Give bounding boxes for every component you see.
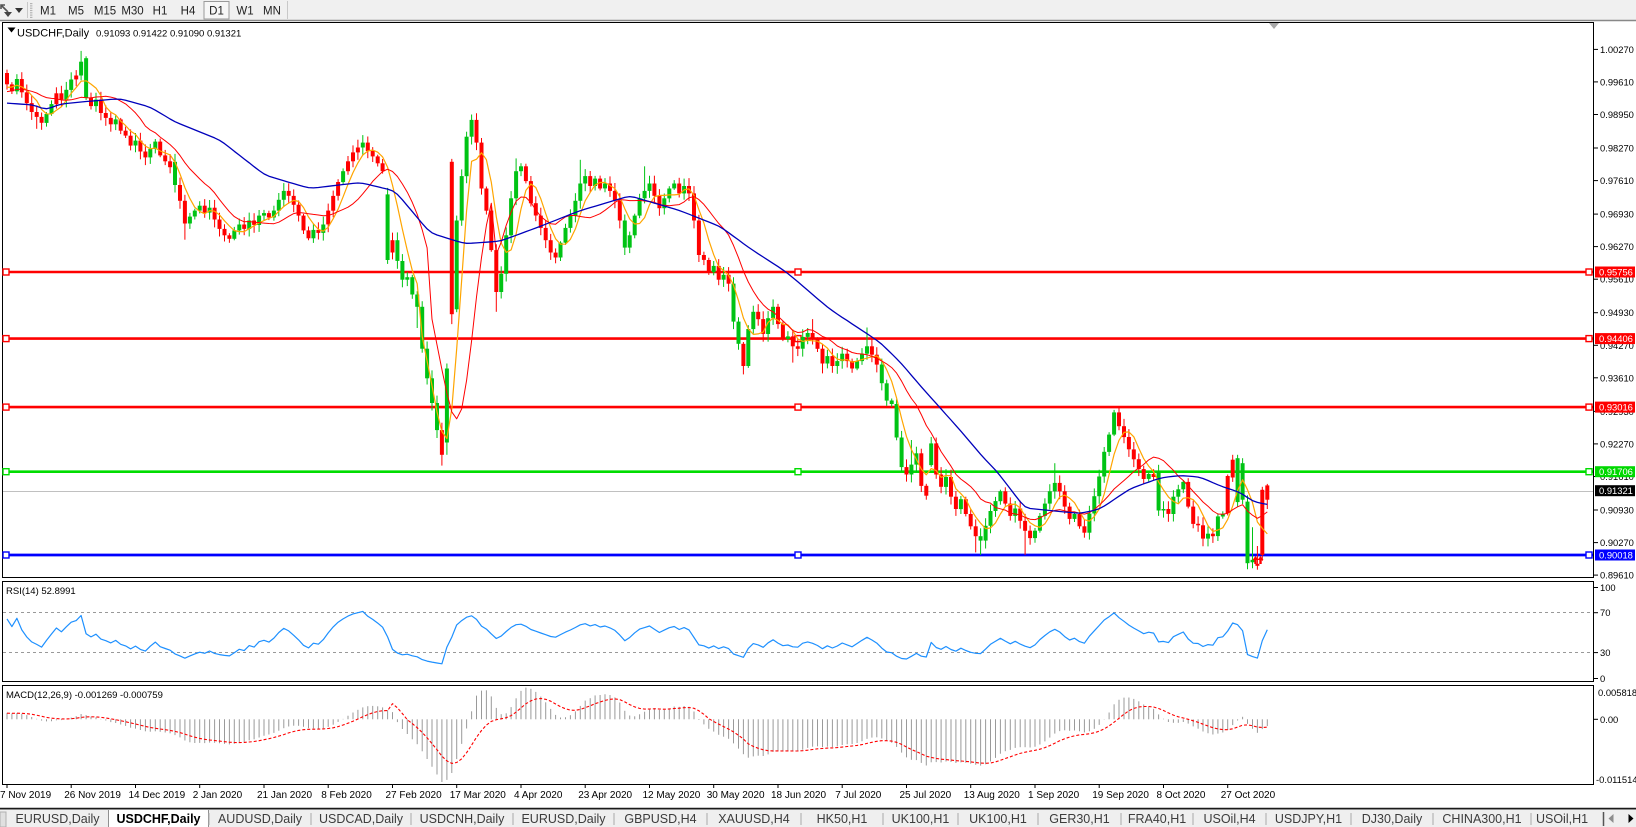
svg-text:FRA40,H1: FRA40,H1 — [1128, 812, 1186, 826]
svg-text:12 May 2020: 12 May 2020 — [643, 790, 701, 801]
svg-text:0.90270: 0.90270 — [1600, 537, 1634, 548]
svg-text:0.94406: 0.94406 — [1599, 333, 1633, 344]
svg-text:27 Oct 2020: 27 Oct 2020 — [1221, 790, 1276, 801]
svg-text:8 Feb 2020: 8 Feb 2020 — [321, 790, 372, 801]
svg-text:21 Jan 2020: 21 Jan 2020 — [257, 790, 312, 801]
svg-text:MACD(12,26,9) -0.001269 -0.000: MACD(12,26,9) -0.001269 -0.000759 — [6, 690, 163, 701]
svg-text:EURUSD,Daily: EURUSD,Daily — [521, 812, 606, 826]
svg-text:UK100,H1: UK100,H1 — [892, 812, 950, 826]
svg-text:0.94930: 0.94930 — [1600, 307, 1634, 318]
svg-text:1.00270: 1.00270 — [1600, 44, 1634, 55]
svg-text:0.94270: 0.94270 — [1600, 340, 1634, 351]
svg-text:17 Mar 2020: 17 Mar 2020 — [450, 790, 507, 801]
svg-text:0.96930: 0.96930 — [1600, 209, 1634, 220]
svg-text:0.93016: 0.93016 — [1599, 402, 1633, 413]
svg-text:USDJPY,H1: USDJPY,H1 — [1275, 812, 1342, 826]
svg-text:100: 100 — [1600, 582, 1616, 593]
svg-text:7 Jul 2020: 7 Jul 2020 — [835, 790, 882, 801]
svg-text:0.005818: 0.005818 — [1598, 687, 1636, 698]
svg-text:27 Feb 2020: 27 Feb 2020 — [386, 790, 443, 801]
svg-text:M15: M15 — [94, 6, 116, 18]
svg-text:D1: D1 — [209, 6, 224, 18]
svg-text:-0.011514: -0.011514 — [1596, 774, 1636, 785]
svg-text:23 Apr 2020: 23 Apr 2020 — [578, 790, 632, 801]
svg-text:MN: MN — [263, 6, 281, 18]
svg-text:0.91321: 0.91321 — [1599, 485, 1633, 496]
svg-text:DJ30,Daily: DJ30,Daily — [1362, 812, 1423, 826]
svg-text:26 Nov 2019: 26 Nov 2019 — [64, 790, 121, 801]
svg-text:0.98950: 0.98950 — [1600, 109, 1634, 120]
svg-text:18 Jun 2020: 18 Jun 2020 — [771, 790, 826, 801]
svg-text:2 Jan 2020: 2 Jan 2020 — [193, 790, 243, 801]
svg-text:30 May 2020: 30 May 2020 — [707, 790, 765, 801]
svg-text:0.98270: 0.98270 — [1600, 143, 1634, 154]
svg-text:0.92270: 0.92270 — [1600, 438, 1634, 449]
svg-text:W1: W1 — [236, 6, 253, 18]
svg-text:19 Sep 2020: 19 Sep 2020 — [1092, 790, 1149, 801]
svg-text:GER30,H1: GER30,H1 — [1049, 812, 1109, 826]
svg-text:UK100,H1: UK100,H1 — [969, 812, 1027, 826]
svg-text:EURUSD,Daily: EURUSD,Daily — [15, 812, 100, 826]
svg-text:0.93610: 0.93610 — [1600, 372, 1634, 383]
svg-text:0.89610: 0.89610 — [1600, 570, 1634, 581]
svg-text:USDCHF,Daily: USDCHF,Daily — [17, 28, 90, 40]
svg-text:0.99610: 0.99610 — [1600, 76, 1634, 87]
svg-text:CHINA300,H1: CHINA300,H1 — [1442, 812, 1521, 826]
svg-text:0.00: 0.00 — [1600, 714, 1618, 725]
svg-text:0.95610: 0.95610 — [1600, 274, 1634, 285]
svg-text:USOil,H1: USOil,H1 — [1536, 812, 1588, 826]
svg-text:H1: H1 — [153, 6, 168, 18]
svg-text:M5: M5 — [68, 6, 84, 18]
svg-text:USDCAD,Daily: USDCAD,Daily — [319, 812, 404, 826]
svg-text:0.97610: 0.97610 — [1600, 175, 1634, 186]
svg-text:30: 30 — [1600, 647, 1610, 658]
svg-text:M1: M1 — [40, 6, 56, 18]
svg-text:7 Nov 2019: 7 Nov 2019 — [0, 790, 52, 801]
svg-text:RSI(14) 52.8991: RSI(14) 52.8991 — [6, 586, 76, 597]
svg-text:8 Oct 2020: 8 Oct 2020 — [1157, 790, 1206, 801]
svg-text:1 Sep 2020: 1 Sep 2020 — [1028, 790, 1080, 801]
svg-text:XAUUSD,H4: XAUUSD,H4 — [718, 812, 790, 826]
svg-text:0: 0 — [1600, 673, 1605, 684]
svg-text:USDCHF,Daily: USDCHF,Daily — [116, 812, 200, 826]
svg-text:0.90930: 0.90930 — [1600, 505, 1634, 516]
svg-text:M30: M30 — [121, 6, 143, 18]
svg-text:14 Dec 2019: 14 Dec 2019 — [129, 790, 186, 801]
svg-text:USDCNH,Daily: USDCNH,Daily — [420, 812, 505, 826]
svg-text:0.91706: 0.91706 — [1599, 466, 1633, 477]
svg-text:0.91093 0.91422 0.91090 0.9132: 0.91093 0.91422 0.91090 0.91321 — [96, 29, 241, 40]
svg-text:0.95756: 0.95756 — [1599, 267, 1633, 278]
svg-text:GBPUSD,H4: GBPUSD,H4 — [624, 812, 696, 826]
svg-text:USOil,H4: USOil,H4 — [1203, 812, 1255, 826]
svg-text:HK50,H1: HK50,H1 — [817, 812, 868, 826]
svg-text:70: 70 — [1600, 607, 1610, 618]
svg-text:0.90018: 0.90018 — [1599, 550, 1633, 561]
svg-text:0.96270: 0.96270 — [1600, 241, 1634, 252]
svg-text:4 Apr 2020: 4 Apr 2020 — [514, 790, 563, 801]
svg-text:H4: H4 — [181, 6, 196, 18]
svg-text:25 Jul 2020: 25 Jul 2020 — [900, 790, 952, 801]
svg-text:AUDUSD,Daily: AUDUSD,Daily — [218, 812, 303, 826]
svg-text:13 Aug 2020: 13 Aug 2020 — [964, 790, 1021, 801]
